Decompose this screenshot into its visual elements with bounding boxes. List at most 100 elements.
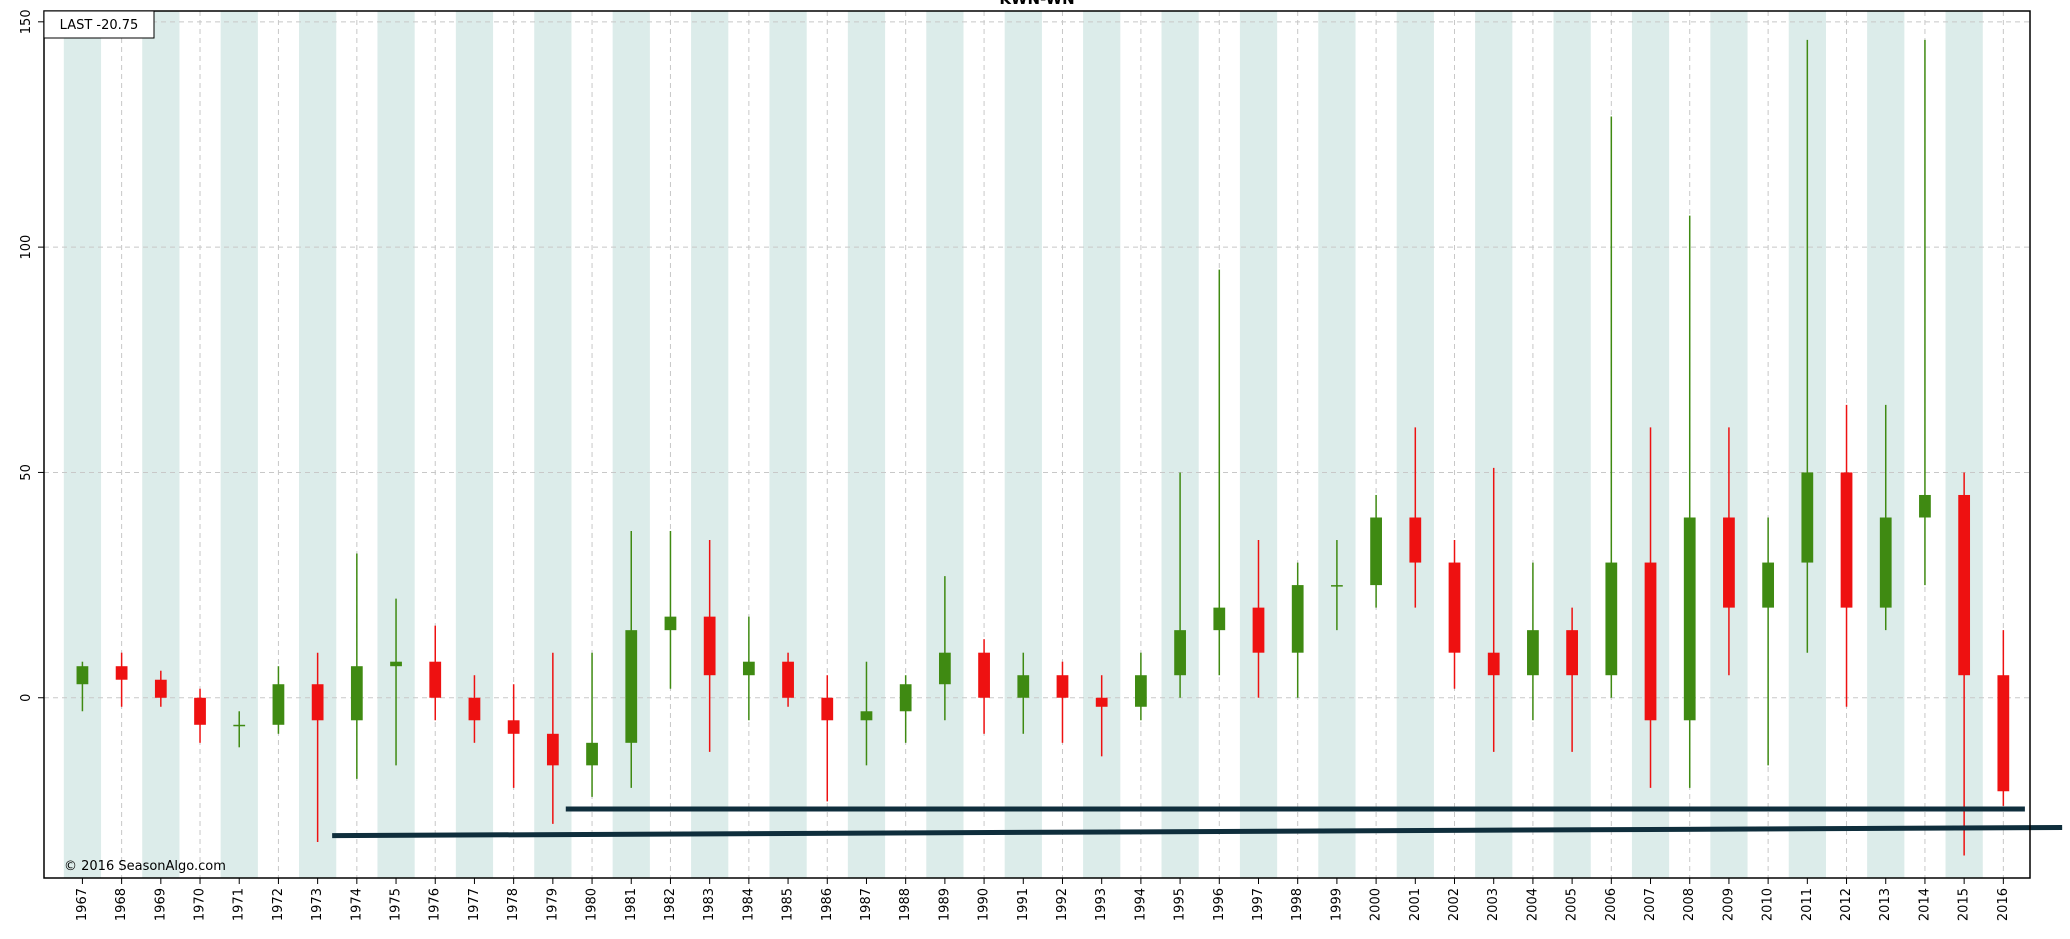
candle-body	[782, 661, 794, 698]
candle-body	[233, 724, 246, 727]
x-tick-label: 1994	[1133, 888, 1148, 921]
candle-body	[1605, 562, 1618, 676]
x-tick-label: 1987	[859, 888, 874, 921]
candle-body	[1919, 494, 1931, 518]
x-tick-label: 2007	[1643, 888, 1658, 921]
x-tick-label: 2005	[1565, 888, 1580, 921]
candle-body	[1487, 652, 1500, 676]
candle-body	[1095, 697, 1108, 707]
candle-body	[1644, 562, 1657, 721]
candle-body	[1723, 517, 1735, 608]
x-tick-label: 1974	[349, 888, 364, 921]
x-tick-label: 2009	[1721, 888, 1736, 921]
candle-body	[1291, 585, 1304, 653]
candle-body	[703, 616, 716, 676]
x-tick-label: 1975	[389, 888, 404, 921]
x-tick-label: 1984	[741, 888, 756, 921]
candle-body	[860, 711, 873, 721]
x-tick-label: 1972	[271, 888, 286, 921]
candle-body	[938, 652, 951, 685]
x-tick-label: 2010	[1761, 888, 1776, 921]
x-tick-label: 1992	[1055, 888, 1070, 921]
x-tick-label: 1973	[310, 888, 325, 921]
x-tick-label: 2016	[1996, 888, 2011, 921]
x-tick-label: 1988	[898, 888, 913, 921]
x-tick-label: 2004	[1525, 888, 1540, 921]
x-tick-label: 1991	[1016, 888, 1031, 921]
candle-body	[272, 684, 285, 725]
x-tick-label: 1993	[1094, 888, 1109, 921]
candle-body	[1017, 675, 1030, 698]
candle-body	[1762, 562, 1775, 608]
x-tick-label: 2011	[1800, 888, 1815, 921]
x-tick-label: 1981	[624, 888, 639, 921]
trend-line	[332, 825, 2063, 839]
y-tick-label: 50	[19, 464, 34, 481]
x-tick-label: 1982	[663, 888, 678, 921]
x-tick-label: 1969	[153, 888, 168, 921]
x-tick-label: 2012	[1839, 888, 1854, 921]
candle-body	[742, 661, 755, 676]
x-tick-label: 1996	[1212, 888, 1227, 921]
x-tick-label: 1980	[585, 888, 600, 921]
year-band	[926, 11, 964, 878]
x-tick-label: 1977	[467, 888, 482, 921]
plot-frame	[43, 10, 2031, 879]
x-tick-label: 1979	[545, 888, 560, 921]
year-band	[1004, 11, 1042, 878]
candle-body	[390, 661, 402, 667]
copyright: © 2016 SeasonAlgo.com	[64, 859, 226, 874]
chart-title: KWN-WN	[999, 0, 1074, 8]
candle-body	[1409, 517, 1422, 563]
x-tick-label: 2008	[1682, 888, 1697, 921]
candle-body	[1527, 630, 1539, 676]
x-tick-label: 1978	[506, 888, 521, 921]
x-tick-label: 2014	[1917, 888, 1932, 921]
candle-body	[625, 630, 638, 743]
candle-body	[1213, 607, 1226, 631]
x-tick-label: 1999	[1329, 888, 1344, 921]
x-tick-label: 1985	[781, 888, 796, 921]
candle-body	[1683, 517, 1696, 721]
x-tick-label: 1997	[1251, 888, 1266, 921]
x-tick-label: 2015	[1957, 888, 1972, 921]
candle-body	[978, 652, 990, 698]
candle-body	[507, 720, 520, 734]
x-tick-label: 2002	[1447, 888, 1462, 921]
last-label: LAST -20.75	[60, 18, 139, 33]
candle-body	[1448, 562, 1461, 653]
candle-body	[1840, 472, 1853, 608]
x-tick-label: 2003	[1486, 888, 1501, 921]
candle-body	[154, 679, 167, 698]
x-tick-label: 1983	[702, 888, 717, 921]
year-band	[220, 11, 258, 878]
candle-body	[1879, 517, 1892, 608]
candle-body	[115, 666, 128, 680]
x-tick-label: 1995	[1173, 888, 1188, 921]
candle-body	[76, 666, 89, 685]
candle-body	[1997, 675, 2010, 792]
candle-body	[1252, 607, 1265, 653]
candle-body	[546, 733, 559, 766]
x-tick-label: 1970	[193, 888, 208, 921]
candle-body	[194, 697, 206, 725]
x-tick-label: 1986	[820, 888, 835, 921]
x-tick-label: 1989	[937, 888, 952, 921]
year-band	[1318, 11, 1356, 878]
year-band	[142, 11, 180, 878]
x-tick-label: 2013	[1878, 888, 1893, 921]
candle-body	[664, 616, 677, 631]
candle-body	[586, 742, 598, 766]
x-tick-label: 2006	[1604, 888, 1619, 921]
x-tick-label: 1971	[232, 888, 247, 921]
candle-body	[899, 684, 912, 712]
candle-body	[1958, 494, 1971, 676]
candle-body	[468, 697, 481, 721]
candle-body	[1801, 472, 1814, 563]
x-tick-label: 1968	[114, 888, 129, 921]
year-band	[769, 11, 807, 878]
candle-body	[1331, 585, 1343, 587]
x-tick-label: 2000	[1369, 888, 1384, 921]
